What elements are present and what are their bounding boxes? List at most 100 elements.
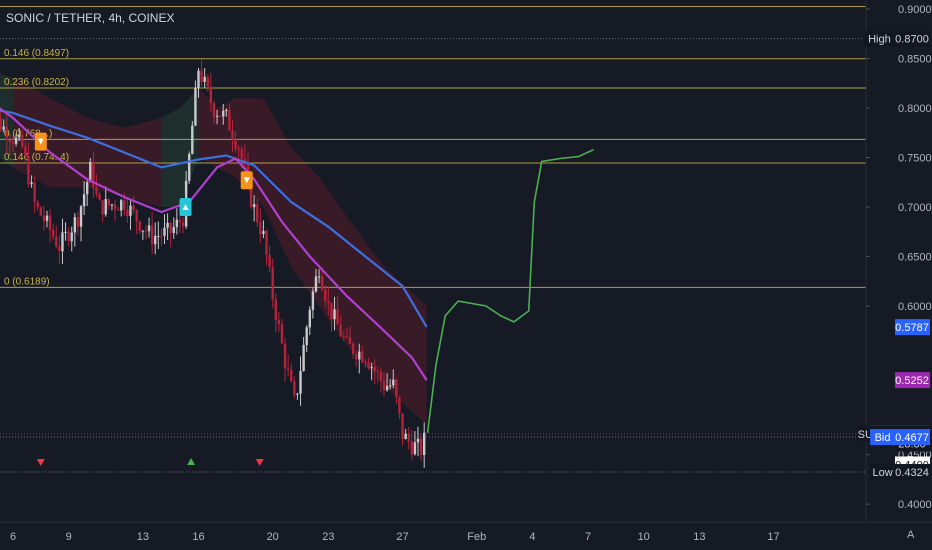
candle-body xyxy=(392,379,395,386)
cloud-segment xyxy=(50,98,88,188)
candle-body xyxy=(265,230,268,255)
candle-body xyxy=(351,343,355,354)
candle-body xyxy=(42,215,46,221)
cloud-segment xyxy=(124,117,162,208)
candle-body xyxy=(354,353,358,360)
price-tick-label: 0.7000 xyxy=(898,202,932,214)
candle-body xyxy=(92,161,95,188)
candle-body xyxy=(367,362,370,369)
candle-body xyxy=(212,103,216,117)
candle-body xyxy=(27,156,30,185)
candle-body xyxy=(30,182,33,185)
candle-body xyxy=(70,232,73,242)
candle-body xyxy=(58,246,61,252)
fib-label: 0 (0.768...) xyxy=(4,128,52,139)
candle-body xyxy=(305,327,308,346)
candle-body xyxy=(141,230,145,232)
price-tag-value-bg xyxy=(895,464,930,481)
candle-body xyxy=(5,126,9,140)
candle-body xyxy=(401,413,404,440)
candle-body xyxy=(144,230,148,232)
cloud-segment xyxy=(319,177,347,346)
candle-body xyxy=(2,126,5,130)
candle-body xyxy=(73,217,77,233)
candle-body xyxy=(76,217,80,227)
candle-body xyxy=(120,200,123,211)
candle-body xyxy=(17,134,21,138)
candle-body xyxy=(404,433,407,440)
candle-body xyxy=(95,187,98,194)
candle-body xyxy=(64,231,67,233)
time-tick-label: 13 xyxy=(693,531,705,543)
time-tick-label: 9 xyxy=(66,531,72,543)
candle-body xyxy=(79,206,83,227)
candles xyxy=(0,59,426,468)
price-tag: High 0.8700 xyxy=(863,30,930,47)
time-tick-label: 7 xyxy=(585,531,591,543)
candle-body xyxy=(361,351,364,363)
candle-body xyxy=(110,204,114,206)
candle-body xyxy=(228,109,231,131)
candle-body xyxy=(129,205,132,216)
candle-body xyxy=(157,235,160,237)
time-tick-label: Feb xyxy=(467,531,486,543)
cloud-segment xyxy=(291,147,320,307)
candle-body xyxy=(188,153,191,181)
ma-blue-line xyxy=(0,109,428,328)
candle-body xyxy=(342,336,346,338)
bottom-marker-down xyxy=(255,459,264,466)
price-tag-value: 0.4677 xyxy=(895,432,929,444)
candle-body xyxy=(398,397,401,414)
candle-body xyxy=(200,70,203,82)
candle-body xyxy=(166,222,169,228)
time-tick-label: 4 xyxy=(529,531,535,543)
price-axis[interactable]: 0.9000 0.8500 0.8000 0.7500 0.7000 0.6500 0.60… xyxy=(857,0,932,522)
auto-scale-button[interactable]: A xyxy=(907,529,915,541)
candle-body xyxy=(311,291,315,310)
candle-body xyxy=(225,109,228,111)
candle-body xyxy=(240,149,243,159)
price-tick-label: 0.9000 xyxy=(898,4,932,16)
candle-body xyxy=(416,438,420,443)
candle-body xyxy=(14,137,18,144)
time-axis[interactable]: 6 9 13 16 20 23 27 Feb 4 7 10 13 17 xyxy=(0,521,932,543)
fib-label: 0.146 (0.8497) xyxy=(4,48,69,59)
candle-body xyxy=(262,230,265,235)
candle-body xyxy=(48,215,52,231)
candle-body xyxy=(0,118,2,130)
candle-body xyxy=(113,204,117,210)
candle-body xyxy=(419,438,423,456)
price-tag-label-bg xyxy=(870,464,895,481)
candle-body xyxy=(388,385,392,387)
candle-body xyxy=(123,200,126,210)
candle-body xyxy=(286,368,290,370)
candle-body xyxy=(317,276,321,278)
candle-body xyxy=(107,199,111,206)
fib-label: 0.236 (0.8202) xyxy=(4,77,69,88)
candle-body xyxy=(138,221,141,231)
candle-body xyxy=(259,222,262,235)
price-tag-label-bg xyxy=(870,429,895,446)
candle-body xyxy=(252,203,256,208)
price-tag: Bid 0.4677 xyxy=(870,429,930,446)
candle-body xyxy=(135,210,138,222)
bottom-marker-down xyxy=(36,459,45,466)
candle-body xyxy=(11,141,15,144)
signal-arrow xyxy=(182,204,189,211)
candle-body xyxy=(330,302,333,320)
candle-body xyxy=(36,202,39,208)
cloud-segment xyxy=(384,266,427,425)
candle-body xyxy=(55,236,58,247)
candle-body xyxy=(256,203,259,223)
price-tag-value-bg xyxy=(895,30,930,47)
price-tag: Low 0.4324 xyxy=(870,464,930,481)
candle-body xyxy=(410,441,414,455)
candle-body xyxy=(150,225,154,245)
candle-body xyxy=(33,182,36,203)
candle-body xyxy=(385,386,389,391)
signal-badges xyxy=(34,132,264,466)
cloud-segment xyxy=(13,78,51,188)
price-tag-value-bg xyxy=(895,319,930,336)
candle-body xyxy=(339,324,342,337)
